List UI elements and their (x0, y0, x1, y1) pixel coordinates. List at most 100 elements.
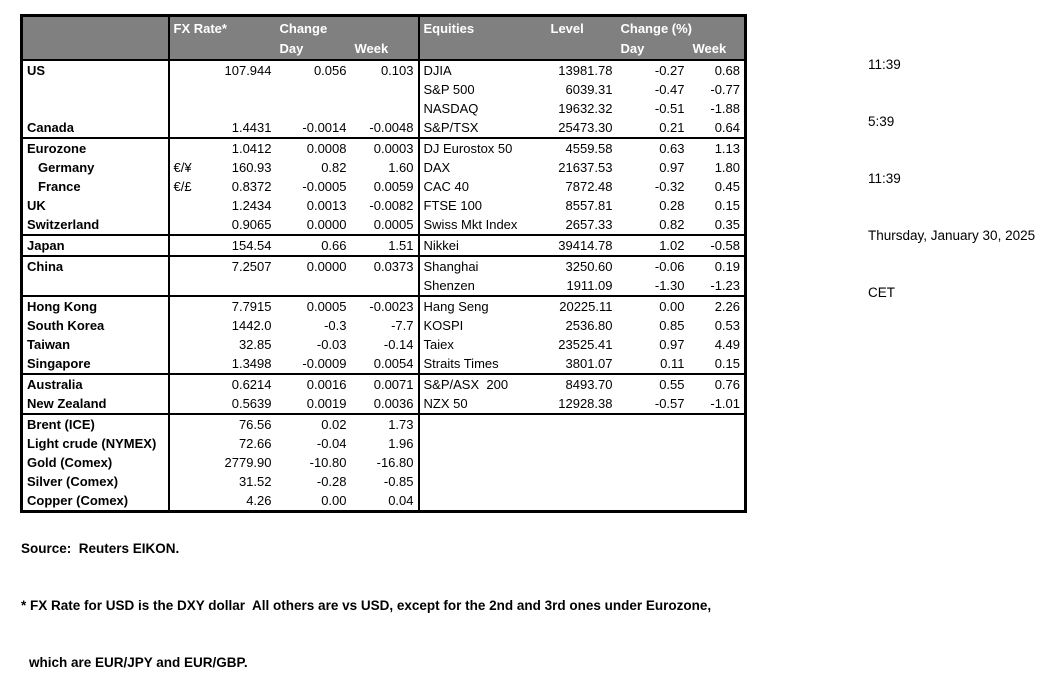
cell-equity-change-week: 0.15 (714, 198, 740, 213)
cell-country-label: Canada (27, 120, 74, 135)
cell-fx-change-week: 1.60 (388, 160, 414, 175)
cell-fx-change-week: 1.51 (350, 234, 419, 256)
cell-fx-rate: 1.2434 (231, 198, 272, 213)
cell-equity-change-week: 0.76 (688, 373, 746, 394)
cell-equity-change-week (688, 413, 746, 434)
cell-fx-change-week: 0.0071 (350, 373, 419, 394)
cell-country-label: Gold (Comex) (27, 455, 113, 470)
cell-country-label: Switzerland (27, 217, 100, 232)
cell-equity-level: 3250.60 (546, 255, 617, 276)
cell-fx-rate: 7.2507 (198, 255, 276, 276)
cell-equity-level: 7872.48 (565, 179, 613, 194)
fx-note-line-2: which are EUR/JPY and EUR/GBP. (29, 655, 248, 670)
cell-fx-change-week: 0.103 (380, 63, 414, 78)
table-row: Silver (Comex) 31.52 -0.28 -0.85 (22, 472, 746, 491)
cell-fx-rate: 2779.90 (224, 455, 272, 470)
cell-country-label: Japan (21, 234, 169, 256)
cell-fx-change-day: 0.0019 (306, 396, 347, 411)
cell-equity-change-day (616, 413, 689, 434)
cell-fx-rate (199, 80, 276, 99)
cell-fx-rate (199, 99, 276, 118)
cell-fx-change-week (351, 80, 419, 99)
cell-country-label: New Zealand (27, 396, 107, 411)
cell-equity-change-day: -0.51 (654, 101, 685, 116)
cell-equity-change-day: 0.97 (659, 337, 685, 352)
cell-equity-label: FTSE 100 (417, 196, 547, 215)
cell-currency-pair (167, 434, 199, 453)
cell-equity-label: NZX 50 (417, 394, 547, 414)
table-row: Hong Kong 7.7915 0.0005 -0.0023 Hang Seng 202… (21, 295, 746, 316)
table-row: US 107.944 0.056 0.103 DJIA 13981.78 -0.27 0.68 (22, 60, 746, 80)
cell-fx-change-week: 0.04 (388, 493, 414, 508)
table-row: Australia 0.6214 0.0016 0.0071 S&P/ASX 200 84… (21, 373, 746, 394)
header-blank-label-2 (21, 40, 169, 61)
cell-fx-rate: 1442.0 (231, 318, 272, 333)
cell-equity-change-week: 2.26 (688, 295, 746, 316)
cell-country-label: UK (27, 198, 46, 213)
cell-fx-rate: 0.8372 (231, 179, 272, 194)
cell-fx-change-week: 0.0005 (373, 217, 414, 232)
cell-country-label: Light crude (NYMEX) (27, 436, 157, 451)
cell-fx-change-day: 0.0000 (306, 217, 347, 232)
header-fx-week: Week (350, 40, 419, 61)
cell-equity-change-day (617, 453, 689, 472)
source-line: Source: Reuters EIKON. (21, 541, 180, 556)
table-header: FX Rate* Change Equities Level Change (%… (21, 15, 746, 61)
cell-currency-pair (167, 215, 199, 235)
cell-currency-pair (167, 373, 199, 394)
cell-country-label: China (21, 255, 169, 276)
cell-currency-pair (167, 234, 199, 256)
cell-equity-change-week: 4.49 (714, 337, 740, 352)
date-line: Thursday, January 30, 2025 (868, 228, 1036, 243)
cell-equity-label: DAX (417, 158, 547, 177)
cell-country-label: Germany (38, 160, 95, 175)
cell-equity-label: Taiex (417, 335, 547, 354)
header-row-sub: Day Week Day Week (21, 40, 746, 61)
header-blank-fx (167, 40, 276, 61)
cell-equity-label: DJ Eurostox 50 (417, 137, 547, 158)
cell-fx-change-week: -0.0023 (350, 295, 419, 316)
cell-equity-label (417, 413, 547, 434)
table-row: NASDAQ 19632.32 -0.51 -1.88 (22, 99, 746, 118)
cell-fx-rate: 7.7915 (198, 295, 276, 316)
cell-equity-change-day (617, 434, 689, 453)
cell-fx-change-week: 0.0003 (350, 137, 419, 158)
cell-equity-change-week: 0.45 (714, 179, 740, 194)
cell-equity-change-week: 0.53 (714, 318, 740, 333)
cell-fx-change-week: 0.0059 (373, 179, 414, 194)
cell-fx-rate: 31.52 (238, 474, 272, 489)
cell-fx-change-day: -0.03 (316, 337, 347, 352)
cell-equity-change-day: 1.02 (616, 234, 689, 256)
cell-equity-change-week: 0.19 (688, 255, 746, 276)
header-eq-day: Day (616, 40, 689, 61)
cell-equity-level: 8557.81 (565, 198, 613, 213)
cell-fx-change-week: -0.14 (383, 337, 414, 352)
table-row: China 7.2507 0.0000 0.0373 Shanghai 3250.60 -0… (21, 255, 746, 276)
timestamp-local: 11:39 (868, 57, 901, 72)
cell-equity-change-week: 0.64 (714, 120, 740, 135)
footnotes: Source: Reuters EIKON. * FX Rate for USD… (21, 501, 711, 691)
cell-fx-rate: 0.9065 (231, 217, 272, 232)
cell-equity-level: 8493.70 (546, 373, 617, 394)
cell-currency-pair (167, 60, 199, 80)
cell-currency-pair (167, 316, 199, 335)
cell-equity-change-week: 1.13 (688, 137, 746, 158)
cell-equity-level: 20225.11 (546, 295, 617, 316)
cell-equity-change-day: -0.47 (654, 82, 685, 97)
cell-fx-rate: 1.4431 (231, 120, 272, 135)
cell-equity-change-day: 0.00 (616, 295, 689, 316)
cell-equity-change-day: -0.32 (654, 179, 685, 194)
cell-equity-label: S&P/ASX 200 (417, 373, 547, 394)
cell-fx-change-day: 0.0005 (275, 295, 351, 316)
cell-fx-change-day (276, 276, 351, 296)
cell-equity-level: 4559.58 (546, 137, 617, 158)
cell-currency-pair (167, 413, 199, 434)
cell-equity-level (547, 434, 617, 453)
cell-equity-level: 1911.09 (566, 278, 613, 293)
cell-equity-change-week: -0.58 (688, 234, 746, 256)
header-equities: Equities (417, 15, 547, 40)
cell-fx-change-week: -0.85 (383, 474, 414, 489)
cell-fx-change-day: -0.04 (316, 436, 347, 451)
cell-currency-pair (167, 196, 199, 215)
cell-fx-rate: 0.6214 (198, 373, 276, 394)
